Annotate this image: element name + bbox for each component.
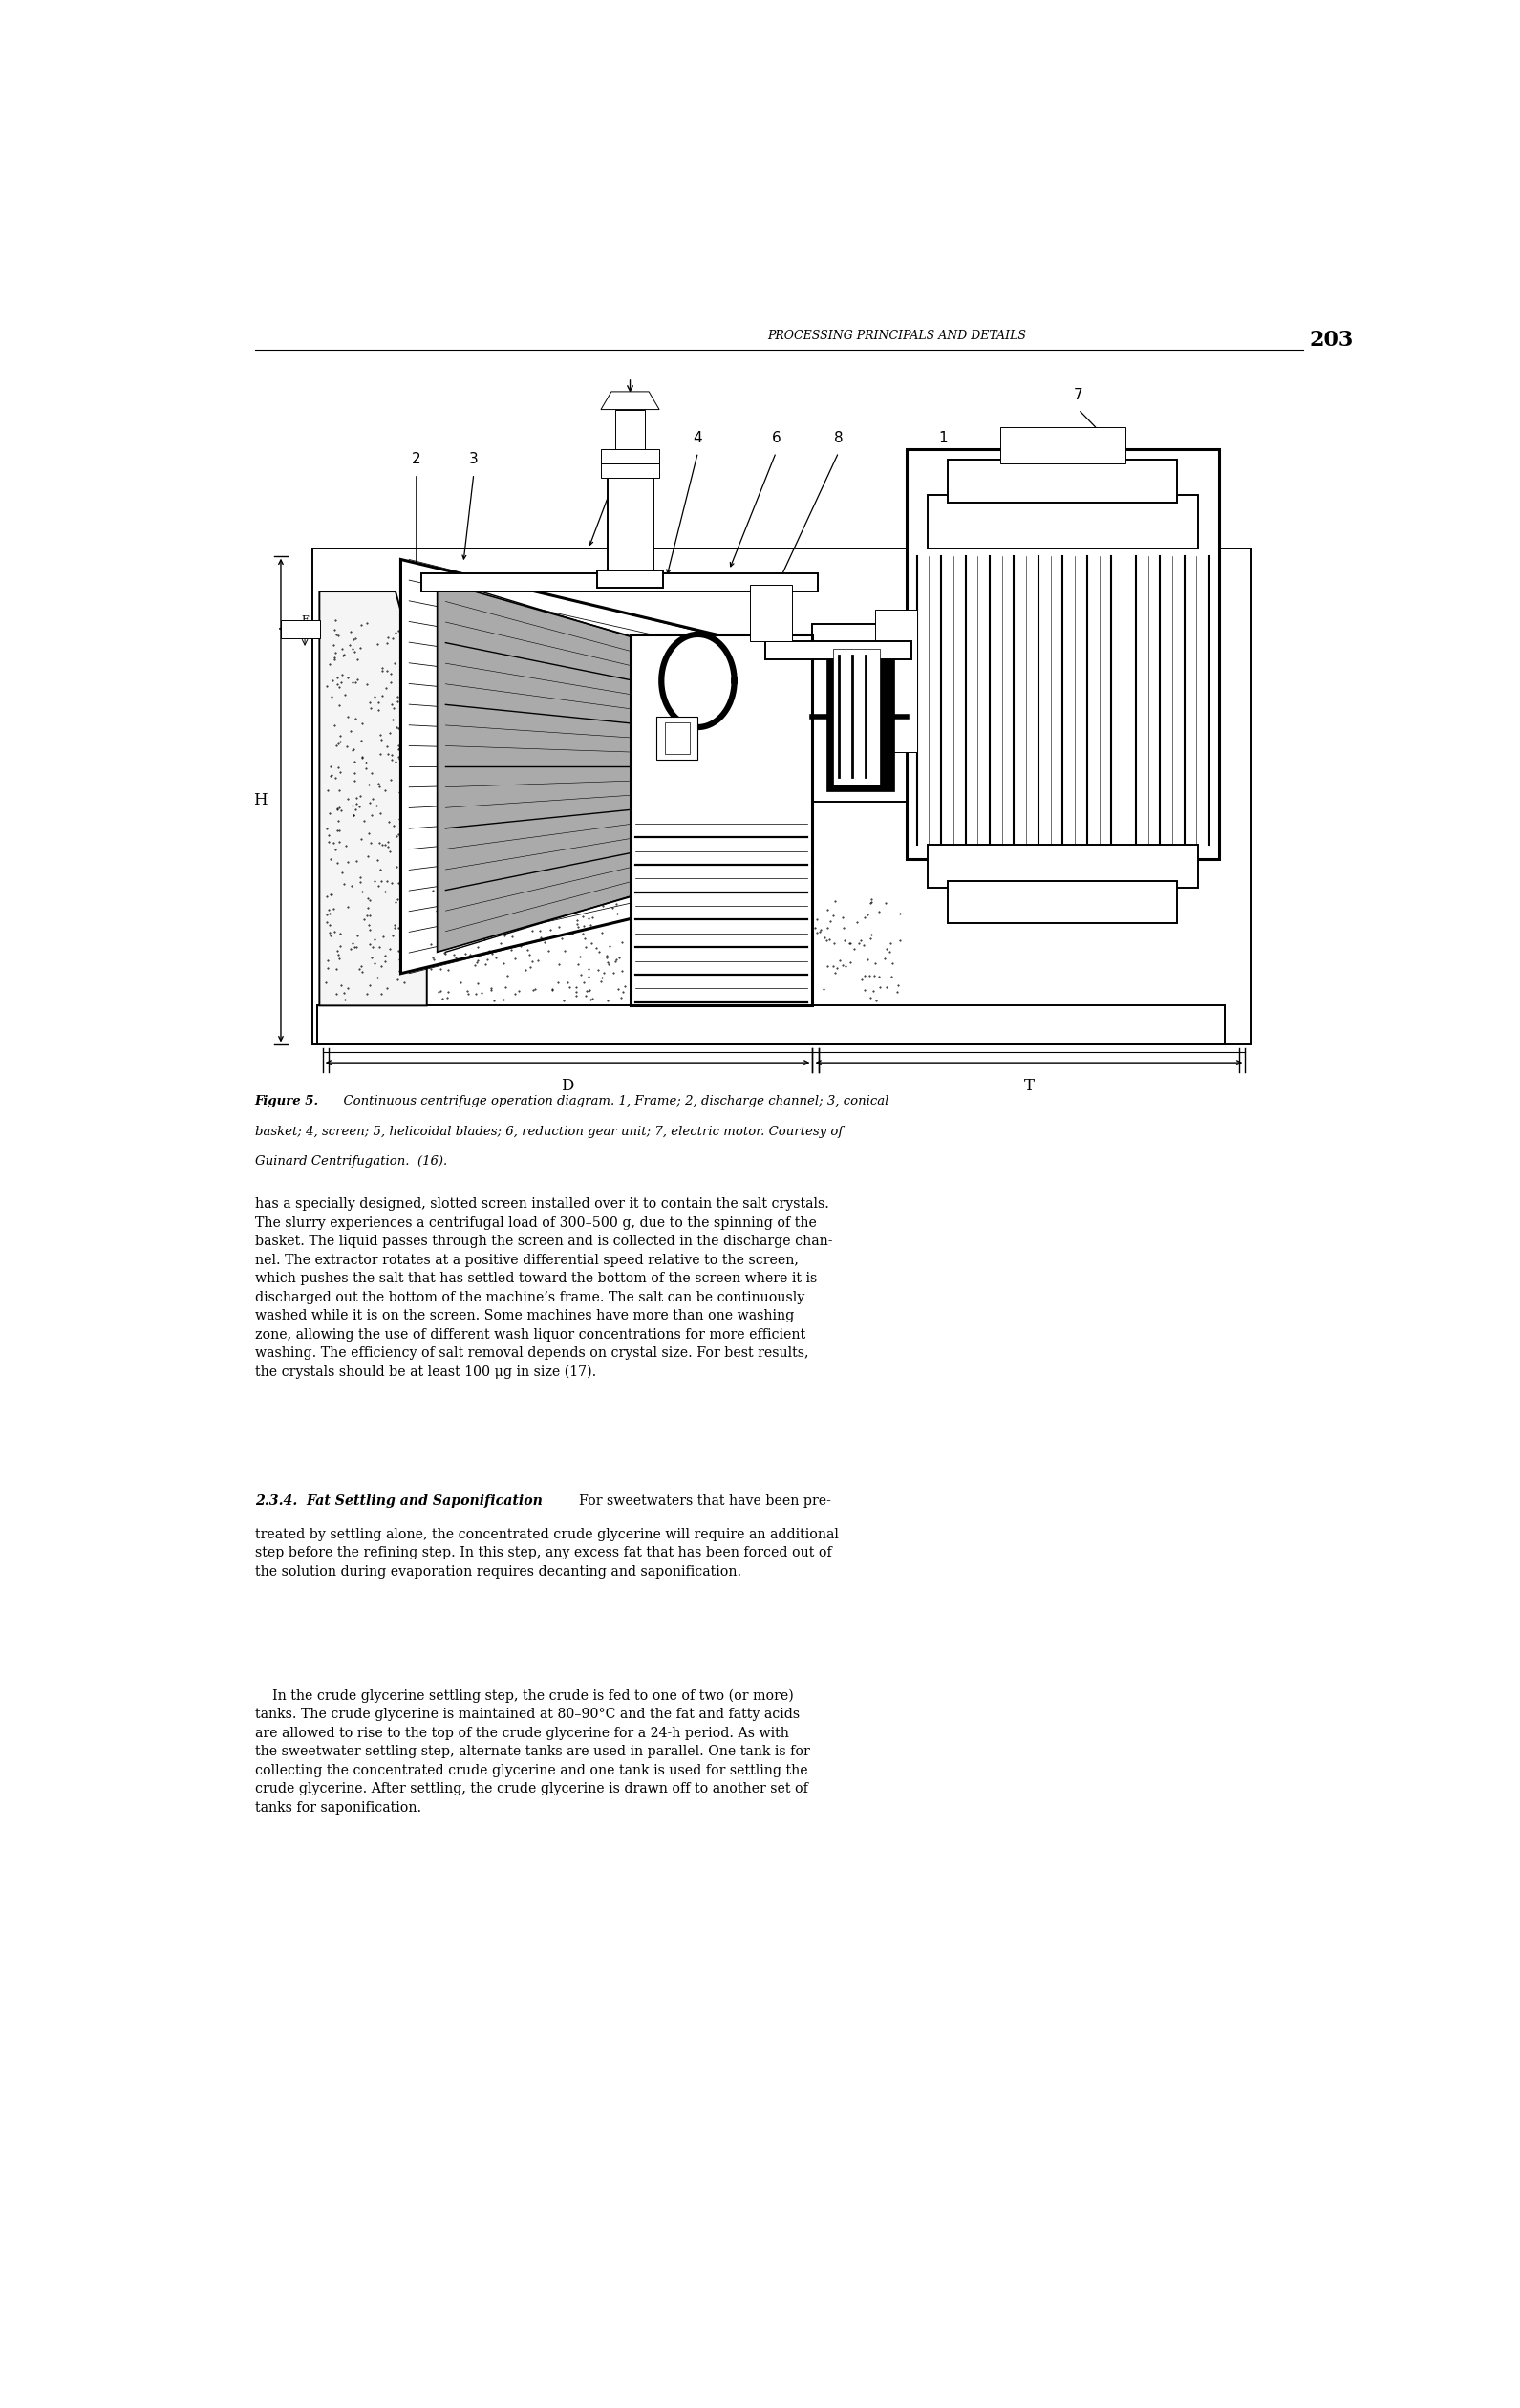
Bar bbox=[318, 1007, 1224, 1045]
Text: 2.3.4.  Fat Settling and Saponification: 2.3.4. Fat Settling and Saponification bbox=[255, 1493, 543, 1507]
Bar bbox=[664, 722, 690, 754]
Text: 6: 6 bbox=[771, 431, 781, 445]
Bar bbox=[281, 621, 321, 638]
Circle shape bbox=[681, 655, 714, 706]
Text: 2: 2 bbox=[412, 453, 421, 467]
Bar bbox=[876, 609, 917, 751]
Text: In the crude glycerine settling step, the crude is fed to one of two (or more)
t: In the crude glycerine settling step, th… bbox=[255, 1688, 810, 1813]
Bar bbox=[749, 585, 792, 641]
Bar bbox=[927, 845, 1198, 889]
Text: 3: 3 bbox=[470, 453, 479, 467]
Bar bbox=[825, 641, 894, 792]
Text: H: H bbox=[252, 792, 266, 809]
Text: F: F bbox=[301, 616, 309, 626]
Text: 8: 8 bbox=[834, 431, 844, 445]
Bar bbox=[927, 496, 1198, 549]
Bar bbox=[906, 448, 1219, 860]
Text: basket; 4, screen; 5, helicoidal blades; 6, reduction gear unit; 7, electric mot: basket; 4, screen; 5, helicoidal blades;… bbox=[255, 1125, 842, 1137]
Bar bbox=[312, 549, 1251, 1045]
Bar bbox=[766, 641, 912, 660]
Text: 1: 1 bbox=[938, 431, 947, 445]
Bar bbox=[948, 881, 1178, 925]
Text: treated by settling alone, the concentrated crude glycerine will require an addi: treated by settling alone, the concentra… bbox=[255, 1527, 839, 1577]
Bar bbox=[631, 633, 813, 1007]
Bar bbox=[948, 460, 1178, 503]
Bar bbox=[600, 462, 660, 477]
Polygon shape bbox=[833, 648, 880, 785]
Text: Figure 5.: Figure 5. bbox=[255, 1096, 319, 1108]
Polygon shape bbox=[438, 580, 730, 951]
Text: For sweetwaters that have been pre-: For sweetwaters that have been pre- bbox=[570, 1493, 831, 1507]
Text: D: D bbox=[561, 1076, 575, 1093]
Text: T: T bbox=[1023, 1076, 1034, 1093]
Bar bbox=[657, 718, 698, 759]
Bar bbox=[600, 448, 660, 462]
Text: 7: 7 bbox=[1073, 388, 1082, 402]
Text: Continuous centrifuge operation diagram. 1, Frame; 2, discharge channel; 3, coni: Continuous centrifuge operation diagram.… bbox=[334, 1096, 888, 1108]
Bar bbox=[606, 470, 654, 585]
Text: 4: 4 bbox=[693, 431, 702, 445]
Text: 5: 5 bbox=[620, 431, 629, 445]
Bar bbox=[597, 571, 663, 588]
Polygon shape bbox=[600, 393, 660, 409]
Text: 203: 203 bbox=[1309, 330, 1353, 352]
Text: Guinard Centrifugation.  (16).: Guinard Centrifugation. (16). bbox=[255, 1156, 447, 1168]
Polygon shape bbox=[319, 592, 427, 1007]
Bar bbox=[813, 624, 906, 802]
Bar bbox=[616, 409, 644, 448]
Text: PROCESSING PRINCIPALS AND DETAILS: PROCESSING PRINCIPALS AND DETAILS bbox=[768, 330, 1026, 342]
Polygon shape bbox=[401, 559, 760, 973]
Bar bbox=[1000, 426, 1125, 462]
Text: has a specially designed, slotted screen installed over it to contain the salt c: has a specially designed, slotted screen… bbox=[255, 1197, 833, 1380]
Bar bbox=[421, 573, 818, 592]
